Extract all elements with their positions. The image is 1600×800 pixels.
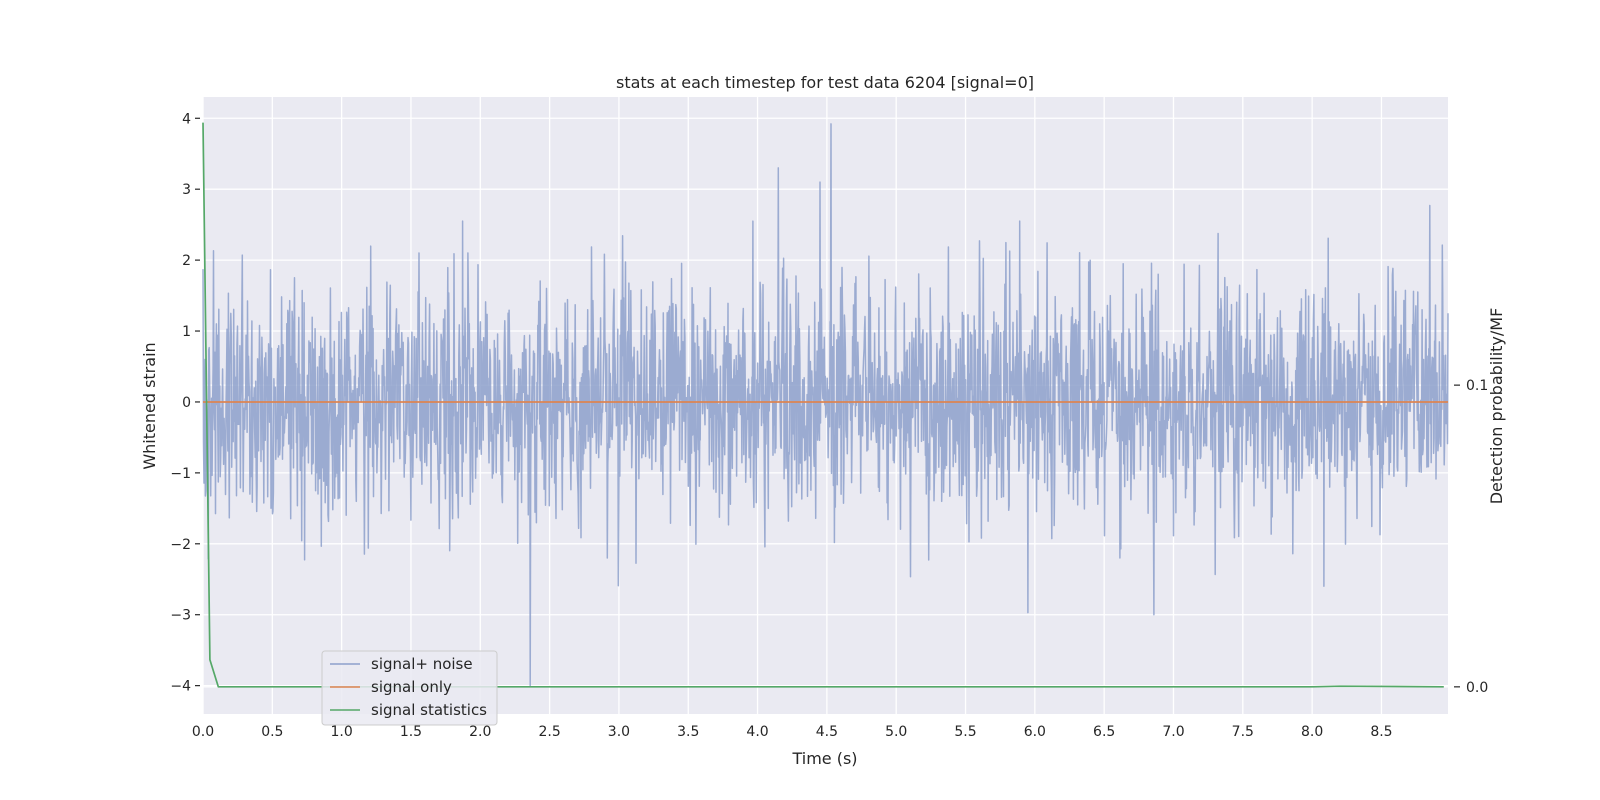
y-tick-label: 1 <box>182 324 191 340</box>
legend-label-signal-statistics: signal statistics <box>371 701 487 719</box>
x-tick-label: 2.0 <box>469 724 491 740</box>
x-tick-label: 1.0 <box>331 724 353 740</box>
series-line-signal-statistics <box>202 122 1444 688</box>
y2-tick-label: 0.0 <box>1466 680 1488 696</box>
x-tick-label: 1.5 <box>400 724 422 740</box>
legend-label-signal-noise: signal+ noise <box>371 655 473 673</box>
x-tick-label: 6.5 <box>1093 724 1115 740</box>
x-tick-label: 4.0 <box>746 724 768 740</box>
y-tick-label: −4 <box>170 679 191 695</box>
x-axis-title: Time (s) <box>791 749 857 768</box>
x-tick-label: 7.0 <box>1162 724 1184 740</box>
y-tick-label: −2 <box>170 537 191 553</box>
y-tick-label: 4 <box>182 111 191 127</box>
series-layer <box>202 122 1449 688</box>
legend-label-signal-only: signal only <box>371 678 452 696</box>
y-tick-label: 3 <box>182 182 191 198</box>
y2-tick-label: 0.1 <box>1466 378 1488 394</box>
ticks: 0.0 0.5 1.0 1.5 2.0 2.5 3.0 3.5 4.0 4.5 5.0 5.5 6.0 6… <box>170 111 1488 740</box>
series-line-signal-noise <box>202 123 1449 687</box>
legend: signal+ noise signal only signal statist… <box>321 650 498 726</box>
x-tick-label: 3.0 <box>608 724 630 740</box>
x-tick-label: 8.0 <box>1301 724 1323 740</box>
x-tick-label: 5.0 <box>885 724 907 740</box>
x-tick-label: 4.5 <box>816 724 838 740</box>
x-tick-label: 7.5 <box>1232 724 1254 740</box>
y-tick-label: −3 <box>170 608 191 624</box>
y-tick-label: −1 <box>170 466 191 482</box>
y-axis-title: Whitened strain <box>140 342 159 469</box>
y2-axis-title: Detection probability/MF <box>1487 308 1506 505</box>
y-tick-label: 0 <box>182 395 191 411</box>
x-tick-label: 2.5 <box>538 724 560 740</box>
x-tick-label: 8.5 <box>1370 724 1392 740</box>
x-tick-label: 0.0 <box>192 724 214 740</box>
y-tick-label: 2 <box>182 253 191 269</box>
x-tick-label: 5.5 <box>954 724 976 740</box>
chart-title: stats at each timestep for test data 620… <box>616 73 1034 92</box>
x-tick-label: 3.5 <box>677 724 699 740</box>
x-tick-label: 0.5 <box>261 724 283 740</box>
legend-box <box>321 650 498 726</box>
x-tick-label: 6.0 <box>1024 724 1046 740</box>
